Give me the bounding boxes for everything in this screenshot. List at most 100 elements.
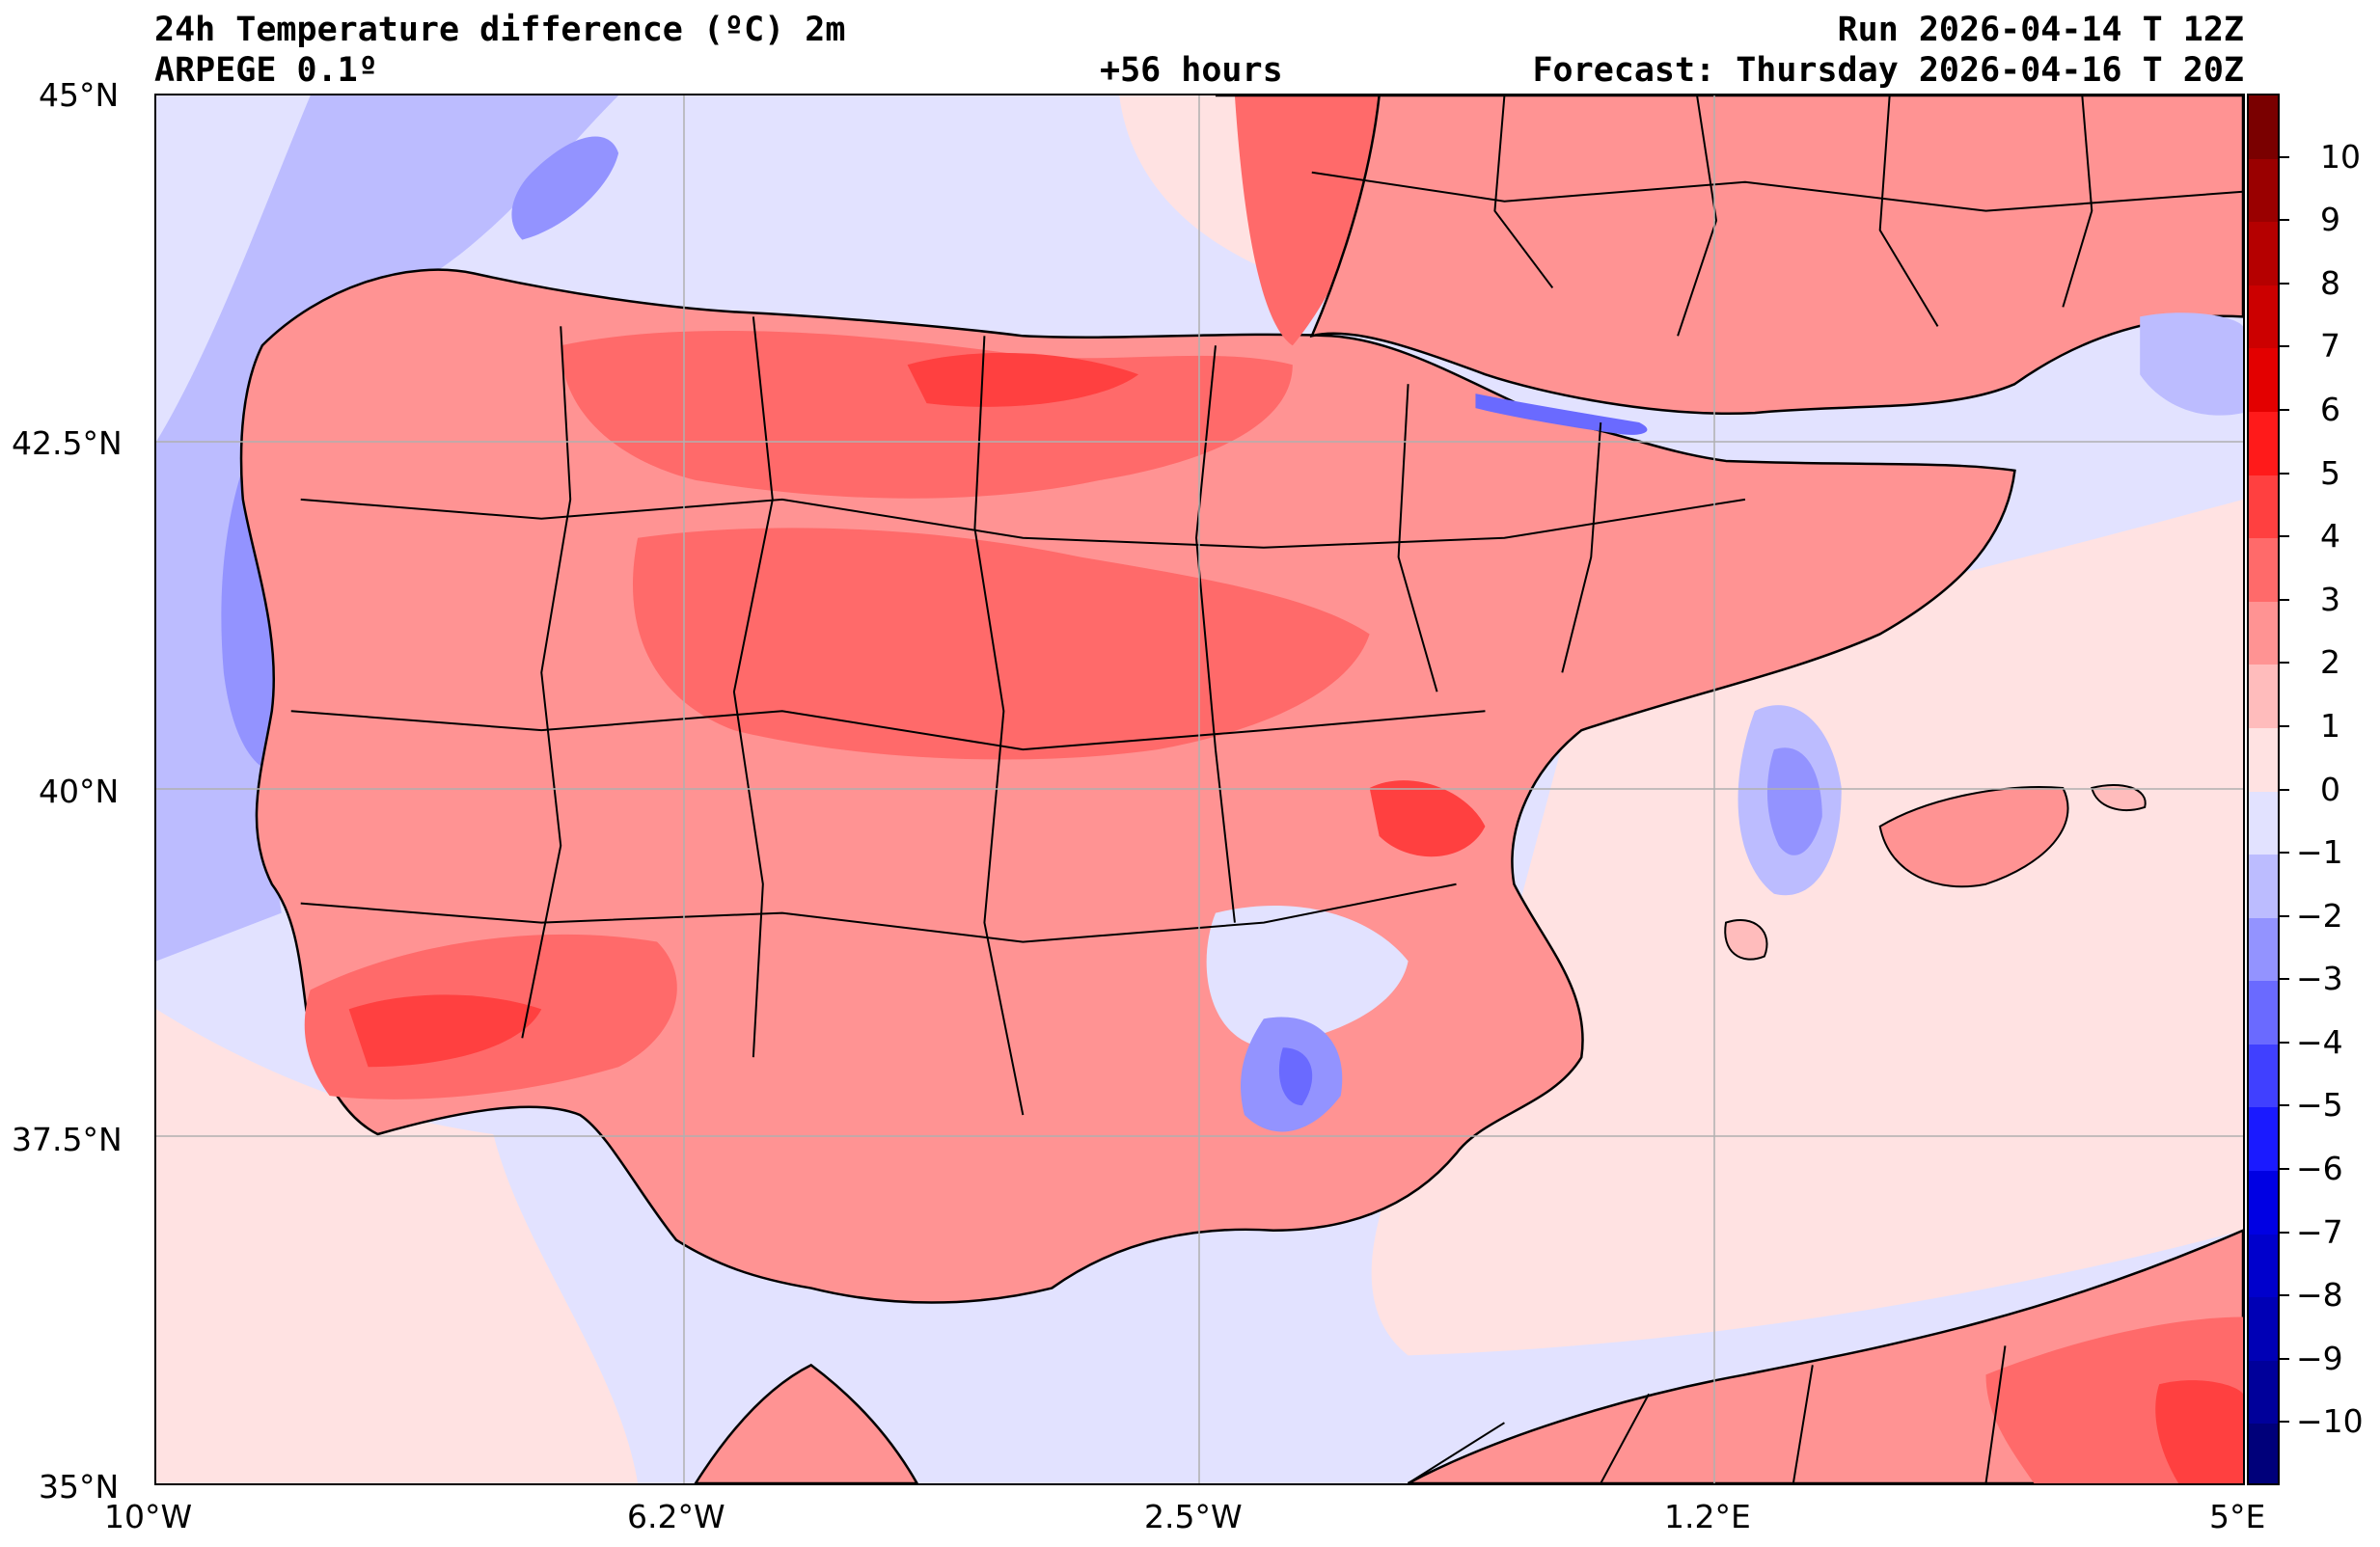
colorbar-segment: [2249, 222, 2278, 286]
colorbar-segment: [2249, 538, 2278, 603]
colorbar-tick-label: −2: [2296, 896, 2343, 935]
colorbar-segment: [2249, 665, 2278, 729]
colorbar-tick: [2280, 1168, 2289, 1171]
colorbar-tick: [2280, 724, 2289, 727]
lat-label-45n: 45°N: [39, 76, 120, 114]
colorbar-segment: [2249, 475, 2278, 540]
lon-label-1-2e: 1.2°E: [1664, 1498, 1751, 1535]
gulf-of-lion-cold-patch: [2140, 312, 2243, 416]
colorbar-tick: [2280, 852, 2289, 855]
colorbar-tick-label: −3: [2296, 960, 2343, 998]
model-label: ARPEGE 0.1º: [154, 51, 378, 90]
colorbar-tick: [2280, 472, 2289, 475]
france-land: [1215, 95, 2243, 415]
colorbar-tick: [2280, 978, 2289, 981]
colorbar-segment: [2249, 917, 2278, 983]
mallorca-island: [1878, 786, 2069, 888]
atlantic-warm-area: [156, 1009, 639, 1483]
colorbar-tick: [2280, 535, 2289, 538]
central-warm-region: [632, 528, 1370, 760]
colorbar-tick-label: 8: [2320, 263, 2340, 302]
aquitaine-warm-strip: [1234, 95, 1399, 346]
graticule: [156, 95, 2243, 1483]
colorbar-tick: [2280, 1041, 2289, 1044]
pyrenees-cold-line: [1475, 394, 1648, 435]
colorbar-tick-label: −6: [2296, 1150, 2343, 1188]
colorbar-segment: [2249, 411, 2278, 476]
colorbar-segment: [2249, 1171, 2278, 1235]
colorbar-segment: [2249, 1297, 2278, 1362]
ibiza-island: [1724, 919, 1768, 961]
menorca-island: [2091, 784, 2147, 811]
north-hot-spot: [907, 352, 1139, 407]
lon-label-5e: 5°E: [2209, 1498, 2266, 1535]
colorbar-tick-label: −10: [2296, 1402, 2364, 1441]
colorbar-tick: [2280, 1294, 2289, 1297]
lon-label-2-5w: 2.5°W: [1144, 1498, 1243, 1535]
colorbar-tick: [2280, 408, 2289, 411]
valencia-hot-spot: [1369, 780, 1486, 857]
colorbar-segment: [2249, 285, 2278, 350]
colorbar-tick: [2280, 1357, 2289, 1360]
biscay-cold-core: [511, 136, 619, 240]
lon-label-10w: 10°W: [104, 1498, 193, 1535]
colorbar-tick-label: 1: [2320, 706, 2340, 745]
lat-label-37-5n: 37.5°N: [12, 1121, 123, 1158]
colorbar-tick: [2280, 1421, 2289, 1424]
colorbar-tick-label: 3: [2320, 580, 2340, 618]
colorbar-segment: [2249, 1044, 2278, 1109]
run-label: Run 2026-04-14 T 12Z: [1837, 11, 2244, 49]
colorbar-tick-label: 5: [2320, 453, 2340, 492]
algeria-hot-spot: [2155, 1380, 2243, 1483]
lat-label-42-5n: 42.5°N: [12, 424, 123, 462]
colorbar-tick: [2280, 788, 2289, 791]
colorbar-tick: [2280, 1104, 2289, 1107]
colorbar-tick: [2280, 662, 2289, 665]
colorbar-segment: [2249, 727, 2278, 793]
map-canvas: [156, 95, 2243, 1483]
colorbar-tick: [2280, 155, 2289, 158]
colorbar-tick-label: −1: [2296, 833, 2343, 872]
colorbar-tick-label: 0: [2320, 770, 2340, 808]
colorbar-tick-label: −5: [2296, 1086, 2343, 1125]
colorbar-tick-label: 6: [2320, 390, 2340, 428]
colorbar-segment: [2249, 981, 2278, 1045]
colorbar-segment: [2249, 791, 2278, 856]
colorbar-tick: [2280, 1231, 2289, 1234]
colorbar-segment: [2249, 1424, 2278, 1483]
atlantic-cold-band: [156, 95, 619, 962]
colorbar-tick-label: 4: [2320, 517, 2340, 556]
forecast-label: Forecast: Thursday 2026-04-16 T 20Z: [1532, 51, 2244, 90]
colorbar: [2247, 94, 2280, 1485]
map-title: 24h Temperature difference (ºC) 2m: [154, 11, 846, 49]
colorbar-tick-label: −8: [2296, 1276, 2343, 1315]
colorbar-tick-label: 9: [2320, 201, 2340, 239]
southwest-hot-spot: [348, 994, 542, 1068]
colorbar-tick-label: 7: [2320, 327, 2340, 366]
lat-label-40n: 40°N: [39, 773, 120, 810]
balearic-sea-cold-core: [1766, 747, 1822, 855]
lead-time-label: +56 hours: [1100, 51, 1283, 90]
colorbar-tick-label: 2: [2320, 643, 2340, 682]
colorbar-segment: [2249, 95, 2278, 160]
colorbar-tick: [2280, 219, 2289, 222]
colorbar-segment: [2249, 1107, 2278, 1173]
colorbar-segment: [2249, 348, 2278, 413]
almeria-cold-center: [1278, 1047, 1313, 1106]
colorbar-tick: [2280, 282, 2289, 285]
colorbar-tick-label: −7: [2296, 1212, 2343, 1251]
temperature-difference-map: [154, 94, 2245, 1485]
colorbar-tick: [2280, 345, 2289, 348]
colorbar-tick: [2280, 914, 2289, 917]
colorbar-segment: [2249, 855, 2278, 919]
colorbar-segment: [2249, 601, 2278, 666]
colorbar-tick-label: 10: [2320, 137, 2361, 176]
colorbar-tick: [2280, 598, 2289, 601]
lat-label-35n: 35°N: [39, 1468, 120, 1506]
colorbar-tick-label: −4: [2296, 1022, 2343, 1061]
lon-label-6-2w: 6.2°W: [627, 1498, 725, 1535]
colorbar-segment: [2249, 1360, 2278, 1425]
southeast-cool-area: [1206, 906, 1409, 1048]
colorbar-tick-label: −9: [2296, 1339, 2343, 1377]
colorbar-segment: [2249, 158, 2278, 224]
